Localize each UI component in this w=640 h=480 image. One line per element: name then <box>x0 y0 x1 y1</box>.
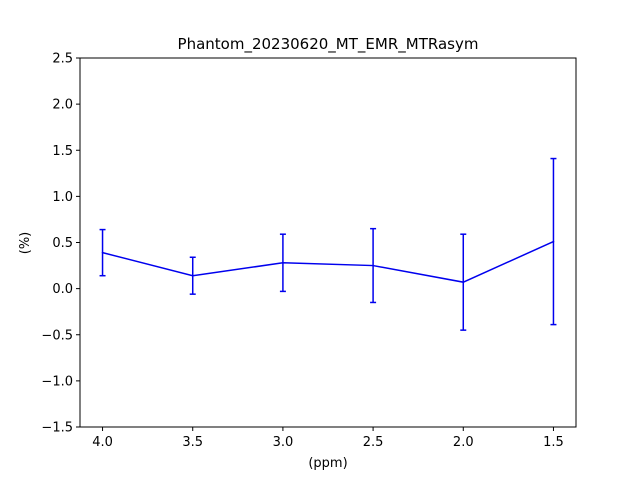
data-point <box>191 274 194 277</box>
y-tick-label: 1.5 <box>52 144 73 159</box>
y-tick-label: 2.5 <box>52 52 73 67</box>
x-tick-label: 3.5 <box>182 435 203 450</box>
plot-frame <box>79 57 577 428</box>
x-axis-label: (ppm) <box>308 456 347 471</box>
x-tick-label: 2.5 <box>363 435 384 450</box>
y-tick-label: 0.5 <box>52 236 73 251</box>
data-point <box>462 281 465 283</box>
data-point <box>372 264 374 267</box>
y-axis-label: (%) <box>18 232 33 255</box>
x-tick-label: 4.0 <box>92 435 113 450</box>
data-point <box>101 251 104 254</box>
x-tick-label: 3.0 <box>273 435 294 450</box>
y-tick-label: −1.5 <box>41 421 73 436</box>
series-line <box>102 240 554 283</box>
y-tick-label: 0.0 <box>52 282 73 297</box>
y-tick-label: 1.0 <box>52 190 73 205</box>
data-point <box>552 240 555 243</box>
chart-title: Phantom_20230620_MT_EMR_MTRasym <box>178 35 479 54</box>
y-tick-label: −1.0 <box>41 374 73 389</box>
x-tick-label: 1.5 <box>543 435 564 450</box>
y-tick-label: −0.5 <box>41 328 73 343</box>
y-tick-label: 2.0 <box>52 98 73 113</box>
axes: 4.0 3.5 3.0 2.5 2.0 1.5 −1.5 −1.0 −0.5 0.0 0.5 1.0 1… <box>41 52 577 450</box>
plot-area <box>99 157 557 331</box>
x-tick-label: 2.0 <box>453 435 474 450</box>
data-point <box>282 261 284 264</box>
